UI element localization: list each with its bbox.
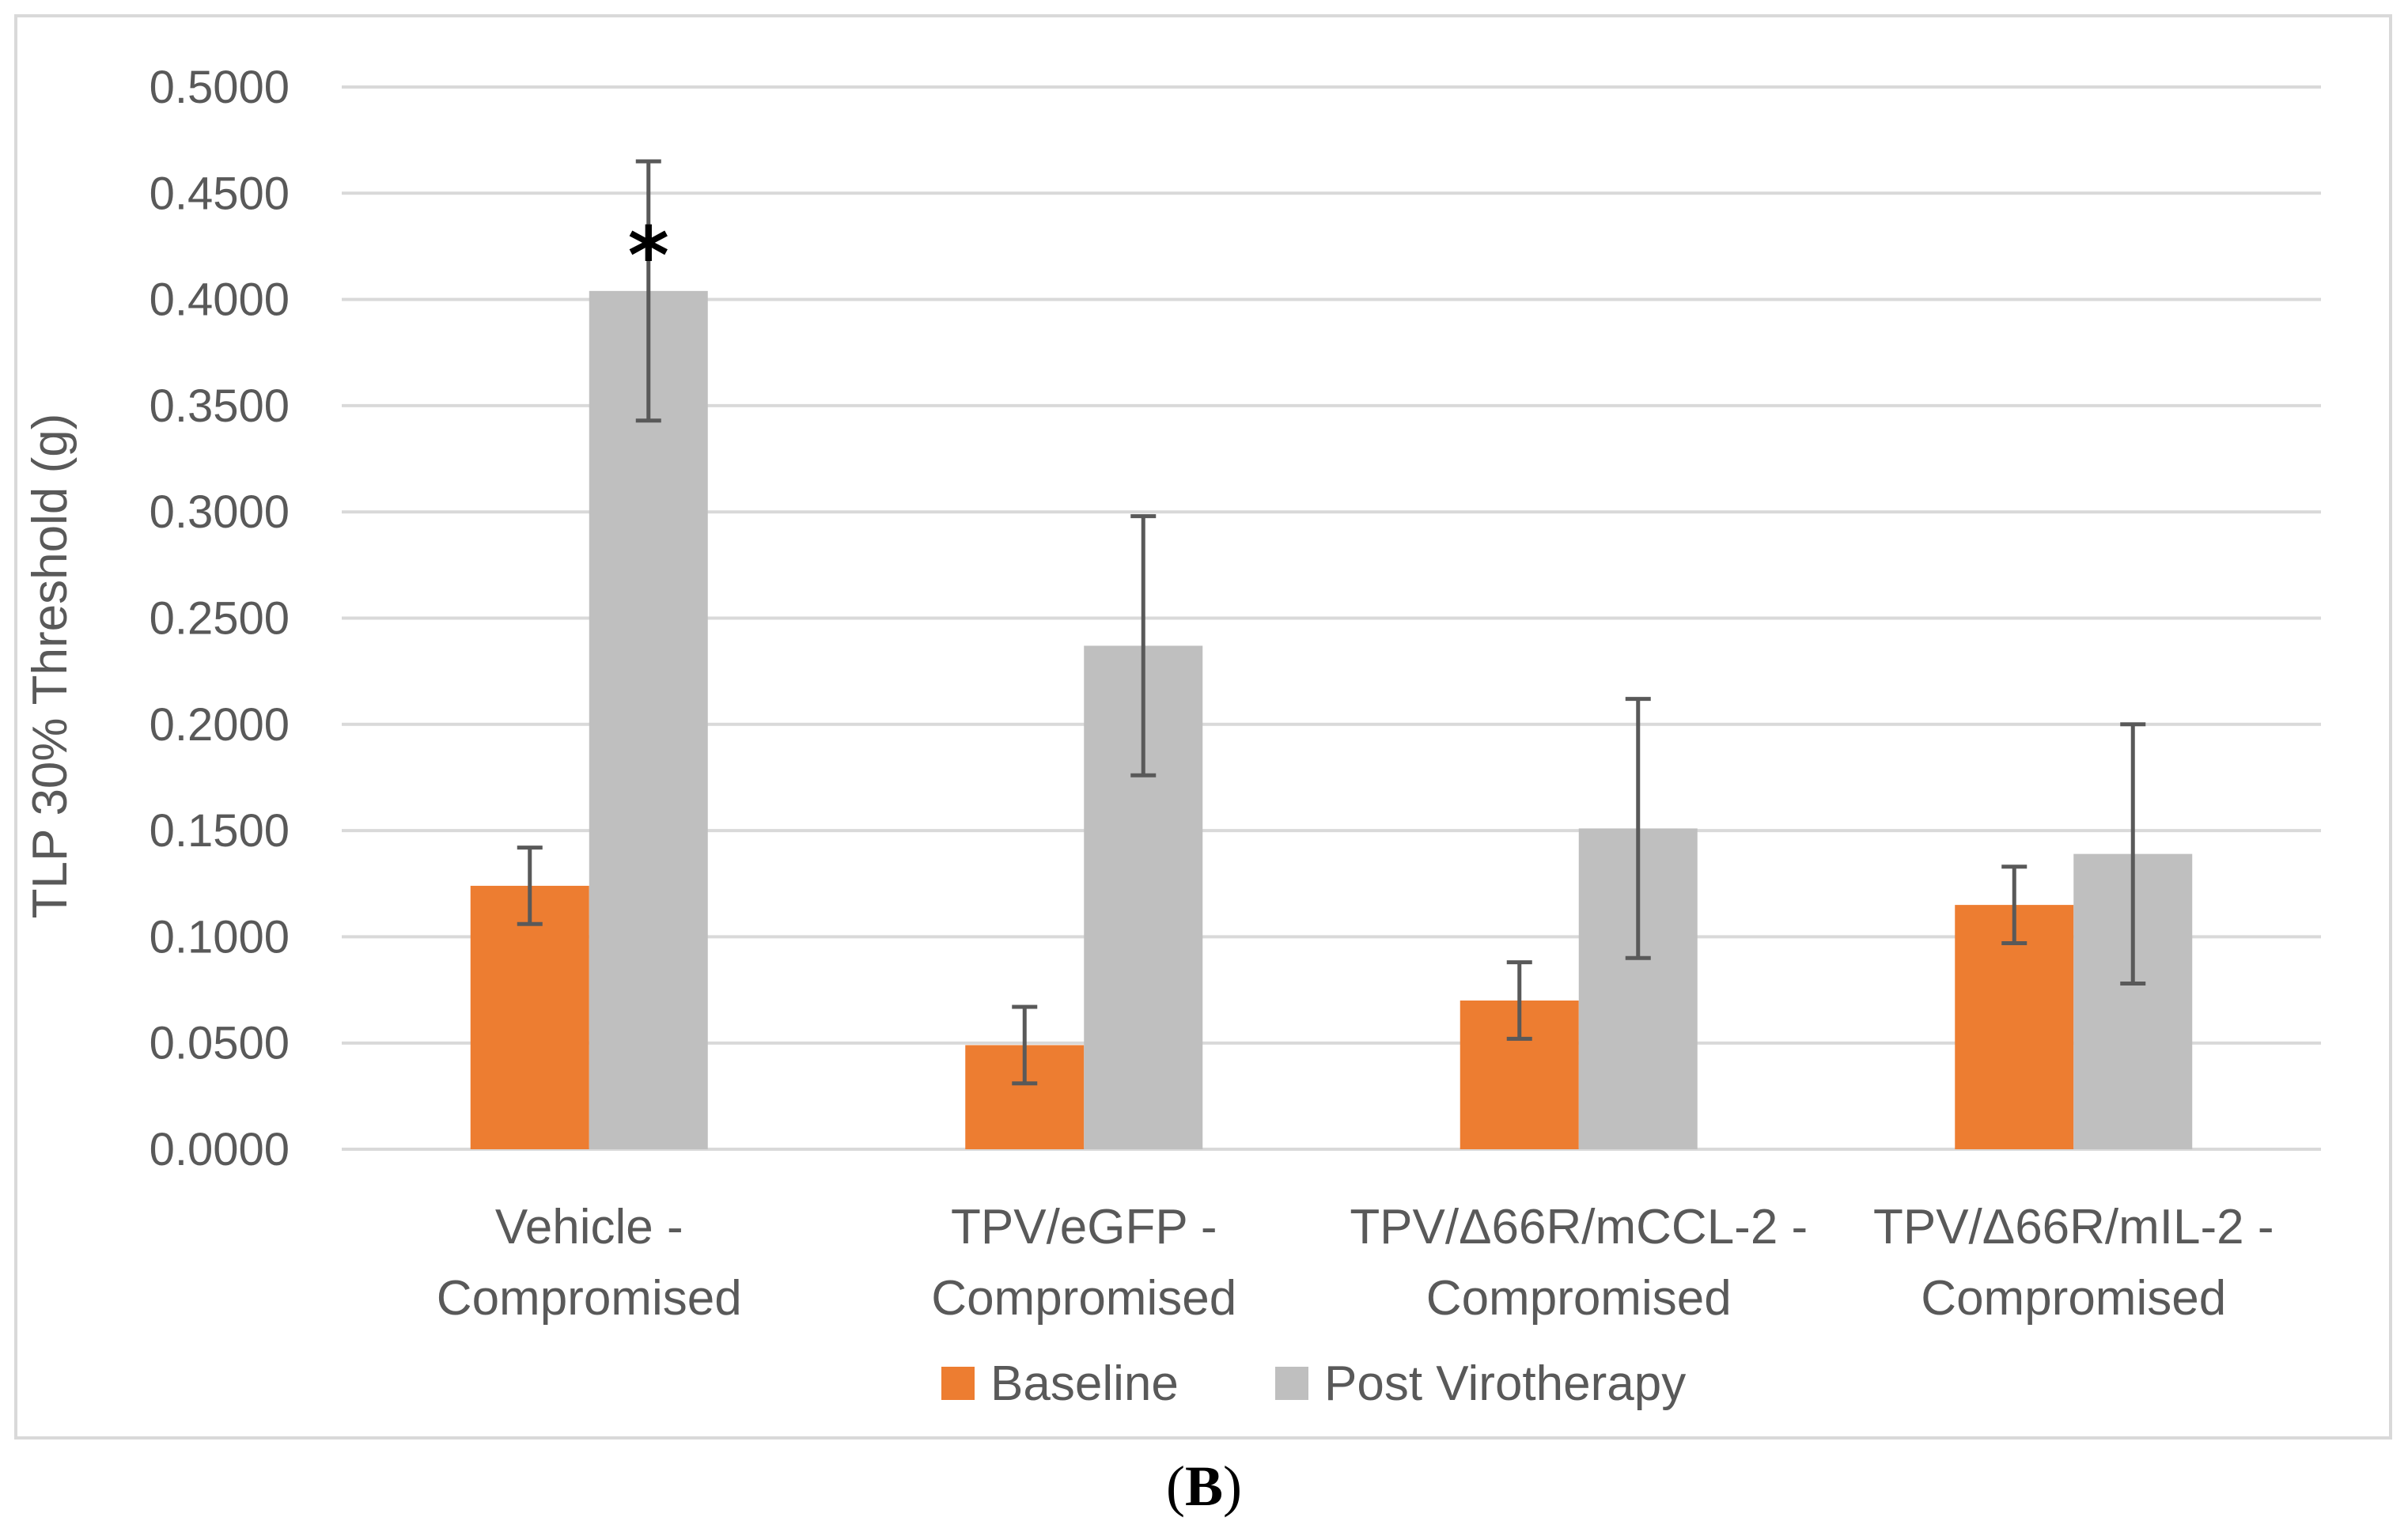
- y-tick-label: 0.4000: [150, 274, 290, 326]
- x-category-label: Vehicle -: [495, 1200, 683, 1254]
- y-tick-label: 0.5000: [150, 62, 290, 113]
- legend-swatch: [941, 1367, 975, 1400]
- y-tick-label: 0.3000: [150, 486, 290, 538]
- y-tick-label: 0.1000: [150, 911, 290, 963]
- y-axis-title: TLP 30% Threshold (g): [23, 414, 78, 919]
- x-category-label: Compromised: [931, 1271, 1236, 1326]
- legend-item: Baseline: [941, 1356, 1179, 1411]
- y-tick-label: 0.2500: [150, 593, 290, 645]
- legend-label: Baseline: [990, 1356, 1179, 1411]
- error-bar: [1625, 697, 1651, 960]
- legend-label: Post Virotherapy: [1324, 1356, 1686, 1411]
- significance-asterisk: *: [628, 210, 669, 302]
- y-tick-label: 0.0500: [150, 1018, 290, 1069]
- x-category-label: Compromised: [1426, 1271, 1732, 1326]
- bar-baseline: [470, 885, 589, 1149]
- legend-item: Post Virotherapy: [1275, 1356, 1686, 1411]
- panel-letter: B: [1184, 1455, 1224, 1518]
- y-axis-ticks: 0.0000 0.0500 0.1000 0.1500 0.2000 0.2500 0.30…: [150, 62, 290, 1175]
- legend-swatch: [1275, 1367, 1308, 1400]
- error-bar: [635, 159, 661, 423]
- annotations: *: [628, 210, 669, 302]
- panel-label: (B): [1166, 1455, 1242, 1518]
- legend: Baseline Post Virotherapy: [941, 1356, 1686, 1411]
- x-category-label: TPV/eGFP -: [951, 1200, 1217, 1254]
- x-category-label: TPV/Δ66R/mIL-2 -: [1873, 1200, 2274, 1254]
- y-tick-label: 0.1500: [150, 805, 290, 857]
- y-tick-label: 0.0000: [150, 1124, 290, 1175]
- error-bar: [517, 846, 543, 926]
- error-bar: [2001, 864, 2027, 945]
- y-tick-label: 0.4500: [150, 168, 290, 219]
- x-category-label: TPV/Δ66R/mCCL-2 -: [1350, 1200, 1808, 1254]
- bar-post-virotherapy: [589, 290, 708, 1150]
- y-tick-label: 0.2000: [150, 699, 290, 751]
- bars: [470, 290, 2193, 1150]
- bar-baseline: [1955, 905, 2074, 1149]
- error-bars: [517, 159, 2146, 1086]
- x-category-label: Compromised: [437, 1271, 742, 1326]
- error-bar: [1506, 960, 1532, 1041]
- x-category-label: Compromised: [1921, 1271, 2226, 1326]
- x-axis-categories: Vehicle - Compromised TPV/eGFP - Compromise…: [437, 1200, 2274, 1326]
- chart-frame: [14, 14, 2392, 1440]
- error-bar: [2120, 722, 2146, 986]
- error-bar: [1012, 1004, 1038, 1086]
- y-tick-label: 0.3500: [150, 380, 290, 432]
- error-bar: [1130, 514, 1157, 777]
